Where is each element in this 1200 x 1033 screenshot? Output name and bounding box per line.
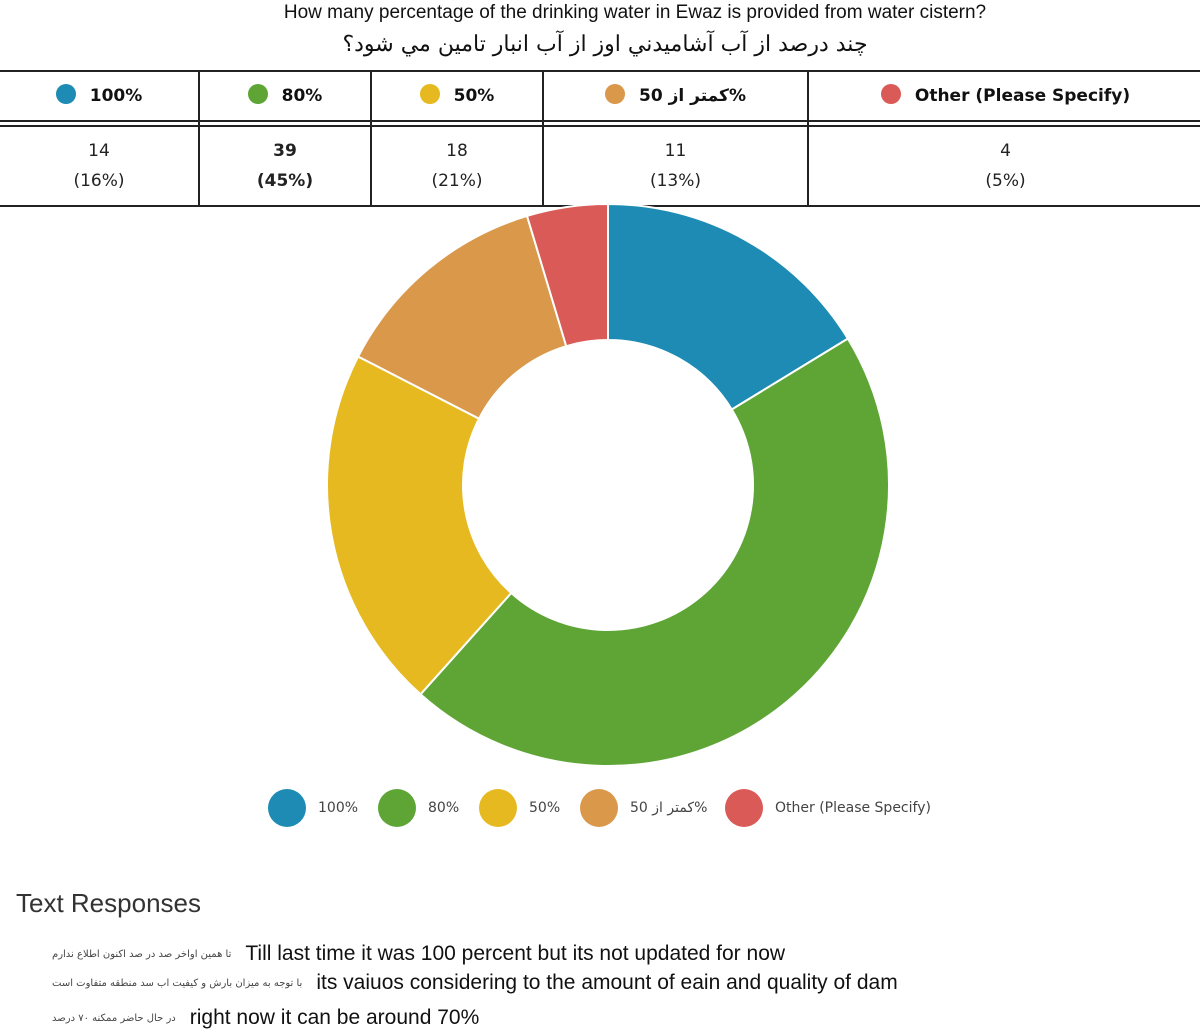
option-2-values: 39 (45%) [198, 125, 372, 207]
option-1-count: 14 [88, 141, 110, 161]
option-4-percent: (13%) [649, 171, 702, 191]
text-response-2: با توجه به میزان بارش و کیفیت اب سد منطق… [52, 968, 898, 998]
option-3-label: 50% [453, 86, 495, 106]
option-5-percent: (5%) [985, 171, 1026, 191]
option-2-color-dot [247, 84, 268, 104]
question-english: How many percentage of the drinking wate… [283, 2, 987, 23]
legend-5-swatch [725, 789, 763, 827]
text-response-3-english: right now it can be around 70% [189, 1006, 480, 1029]
donut-chart [326, 202, 890, 767]
option-1-label: 100% [89, 86, 143, 106]
text-response-2-english: its vaiuos considering to the amount of … [316, 971, 898, 994]
legend-item-5: Other (Please Specify) [725, 788, 931, 828]
legend-item-2: 80% [378, 788, 459, 828]
option-3-count: 18 [446, 141, 468, 161]
option-4-color-dot [605, 84, 626, 104]
option-header-5: Other (Please Specify) [807, 70, 1200, 122]
legend-4-swatch [580, 789, 618, 827]
option-1-color-dot [55, 84, 76, 104]
option-header-3: 50% [370, 70, 544, 122]
option-2-label: 80% [281, 86, 323, 106]
legend-4-label: 50 کمتر از% [630, 800, 708, 816]
legend-item-3: 50% [479, 788, 560, 828]
text-response-3-persian: در حال حاضر ممکنه ۷۰ درصد [52, 1012, 176, 1024]
option-5-count: 4 [1000, 141, 1011, 161]
donut-slice-1 [607, 202, 850, 411]
option-5-label: Other (Please Specify) [914, 86, 1131, 106]
legend-3-swatch [479, 789, 517, 827]
chart-legend: 100% 80% 50% 50 کمتر از% Other (Please S… [0, 788, 1200, 828]
legend-5-label: Other (Please Specify) [775, 800, 931, 816]
text-response-1: تا همین اواخر صد در صد اکنون اطلاع ندارم… [52, 939, 785, 969]
option-1-percent: (16%) [73, 171, 125, 191]
option-3-color-dot [419, 84, 440, 104]
response-summary-table: 100% 80% 50% 50 کمتر از% Other (Please S… [0, 70, 1200, 207]
legend-1-swatch [268, 789, 306, 827]
donut-slice-3 [326, 355, 513, 696]
legend-2-swatch [378, 789, 416, 827]
option-4-values: 11 (13%) [542, 125, 809, 207]
question-persian: چند درصد از آب آشاميدني اوز از آب انبار … [342, 32, 868, 57]
option-2-count: 39 [273, 141, 297, 161]
donut-slice-5 [525, 202, 609, 348]
text-response-1-english: Till last time it was 100 percent but it… [245, 942, 786, 965]
text-response-2-persian: با توجه به میزان بارش و کیفیت اب سد منطق… [52, 977, 303, 989]
option-header-2: 80% [198, 70, 372, 122]
option-5-color-dot [880, 84, 901, 104]
option-2-percent: (45%) [256, 171, 314, 191]
donut-slice-4 [356, 214, 568, 421]
text-response-3: در حال حاضر ممکنه ۷۰ درصد right now it c… [52, 1003, 479, 1033]
legend-item-4: 50 کمتر از% [580, 788, 707, 828]
option-header-4: 50 کمتر از% [542, 70, 809, 122]
legend-1-label: 100% [318, 800, 359, 816]
option-3-percent: (21%) [431, 171, 483, 191]
option-4-count: 11 [664, 141, 687, 161]
legend-2-label: 80% [428, 800, 460, 816]
text-responses-heading: Text Responses [16, 888, 201, 918]
donut-slice-2 [419, 337, 890, 767]
option-header-1: 100% [0, 70, 200, 122]
text-response-1-persian: تا همین اواخر صد در صد اکنون اطلاع ندارم [52, 948, 232, 960]
option-3-values: 18 (21%) [370, 125, 544, 207]
legend-3-label: 50% [529, 800, 561, 816]
option-5-values: 4 (5%) [807, 125, 1200, 207]
option-1-values: 14 (16%) [0, 125, 200, 207]
legend-item-1: 100% [268, 788, 358, 828]
option-header-row: 100% 80% 50% 50 کمتر از% Other (Please S… [0, 70, 1200, 122]
option-values-row: 14 (16%) 39 (45%) 18 (21%) 11 (13%) 4 (5%) [0, 125, 1200, 207]
option-4-label: 50 کمتر از% [639, 86, 746, 106]
